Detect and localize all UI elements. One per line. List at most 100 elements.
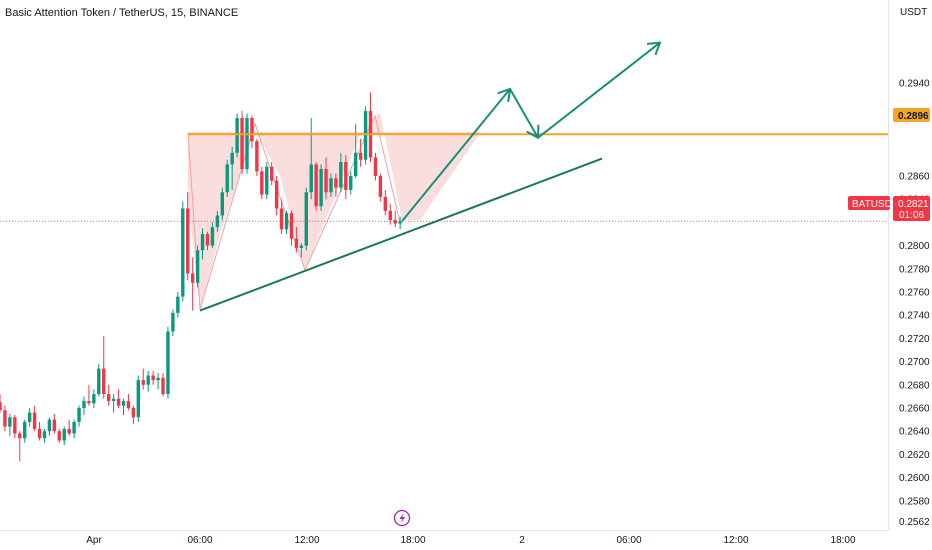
candle-body [57, 431, 61, 441]
candle-body [23, 421, 27, 439]
time-tick-label: 18:00 [830, 535, 855, 546]
candles-layer [0, 92, 402, 462]
candle-body [260, 171, 264, 195]
candle-body [97, 368, 101, 395]
candle-body [353, 152, 358, 176]
candle-body [255, 141, 259, 172]
candle-body [82, 401, 86, 408]
price-tick-label: 0.2800 [899, 241, 930, 252]
candle-body [304, 192, 308, 246]
candle-body [220, 192, 224, 216]
candle-body [314, 164, 318, 207]
price-tick-label: 0.2940 [899, 79, 930, 90]
candle-body [373, 157, 378, 176]
time-tick-label: 12:00 [723, 535, 748, 546]
last-price-label: 0.2821 [898, 199, 929, 210]
price-tick-label: 0.2680 [899, 380, 930, 391]
candle-body [47, 419, 52, 432]
candle-body [32, 412, 37, 429]
candle-body [161, 377, 165, 395]
price-tick-label: 0.2620 [899, 450, 930, 461]
price-tick-label: 0.2600 [899, 473, 930, 484]
candle-body [235, 118, 239, 153]
current-price-tags: BATUSDT 0.2821 01:06 [848, 196, 930, 221]
candle-body [151, 375, 155, 381]
candle-body [284, 213, 289, 230]
candle-body [0, 402, 2, 411]
time-tick-label: 06:00 [616, 535, 641, 546]
candle-body [116, 398, 121, 406]
candle-body [190, 273, 195, 283]
candle-body [210, 227, 215, 246]
price-tick-label: 0.2640 [899, 427, 930, 438]
candle-body [195, 250, 200, 283]
triangle-pattern-fill [188, 112, 480, 310]
lightning-icon[interactable] [393, 509, 411, 527]
time-tick-label: 12:00 [294, 535, 319, 546]
candle-body [250, 118, 254, 142]
price-tick-label: 0.2740 [899, 311, 930, 322]
candle-body [274, 180, 279, 209]
candle-body [166, 331, 170, 395]
candle-body [398, 221, 402, 224]
candle-body [156, 377, 160, 381]
candle-body [200, 234, 205, 251]
price-tick-label: 0.2660 [899, 404, 930, 415]
candle-body [334, 178, 338, 188]
time-tick-label: 06:00 [187, 535, 212, 546]
candle-body [329, 178, 333, 193]
pattern-layer [187, 112, 480, 310]
candle-body [102, 368, 106, 395]
candle-body [18, 433, 22, 439]
candle-body [324, 169, 328, 193]
candle-body [13, 417, 17, 434]
drawings-layer [0, 41, 888, 312]
symbol-tag: BATUSDT [852, 199, 898, 210]
candle-body [289, 213, 294, 239]
price-tick-label: 0.2720 [899, 334, 930, 345]
candle-body [339, 162, 343, 188]
price-tick-label: 0.2860 [899, 172, 930, 183]
candle-body [72, 421, 76, 434]
candle-body [186, 208, 190, 274]
candle-body [349, 176, 353, 190]
candle-body [176, 296, 180, 313]
candle-body [106, 394, 111, 402]
time-tick-label: Apr [86, 535, 102, 546]
candle-body [358, 152, 363, 160]
candle-body [87, 401, 91, 404]
price-tick-label: 0.2562 [899, 517, 930, 528]
price-tick-label: 0.2580 [899, 496, 930, 507]
candle-body [131, 408, 136, 418]
candle-body [388, 210, 392, 221]
candle-body [121, 401, 126, 406]
candle-body [383, 196, 388, 211]
candle-body [111, 398, 116, 402]
candle-body [67, 428, 71, 434]
price-axis[interactable] [888, 0, 932, 550]
price-tick-label: 0.2760 [899, 288, 930, 299]
candle-body [245, 118, 249, 170]
candle-body [378, 176, 383, 197]
candle-body [3, 410, 7, 427]
candle-body [42, 431, 47, 439]
candle-body [230, 152, 234, 165]
price-tick-label: 0.2780 [899, 264, 930, 275]
candle-body [136, 380, 141, 418]
candle-body [344, 162, 348, 190]
candle-body [146, 375, 150, 385]
candle-body [215, 215, 220, 228]
candle-body [27, 412, 32, 422]
candle-body [309, 164, 313, 193]
candle-body [8, 417, 12, 427]
arrowhead-second [526, 124, 540, 139]
resistance-price-label: 0.2896 [898, 111, 929, 122]
candle-body [240, 118, 244, 170]
candle-body [299, 245, 304, 248]
time-tick-label: 2 [519, 535, 525, 546]
candle-body [319, 169, 323, 207]
arrowhead-first [497, 88, 511, 103]
candle-body [225, 164, 229, 193]
candle-body [181, 208, 185, 297]
